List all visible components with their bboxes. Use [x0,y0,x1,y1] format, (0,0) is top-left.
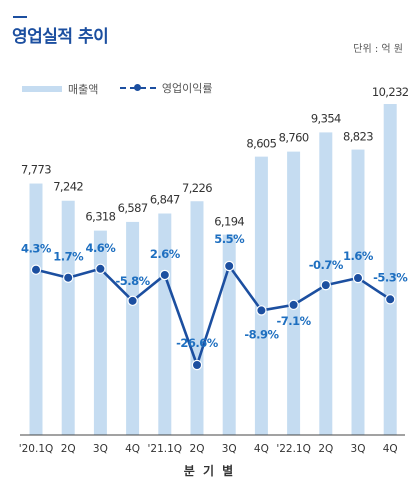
revenue-bar [93,230,107,435]
margin-point [320,279,331,291]
margin-point [127,295,138,307]
revenue-value-label: 7,242 [53,180,83,194]
revenue-value-label: 8,760 [279,131,309,145]
margin-value-label: 5.5% [214,232,245,246]
revenue-value-label: 9,354 [311,111,341,125]
revenue-bar [222,234,236,435]
legend-line-swatch [119,84,156,92]
revenue-value-label: 7,773 [21,163,51,177]
chart-title: 영업실적 추이 [12,27,109,47]
margin-line [35,264,391,367]
legend-item-margin: 영업이익률 [119,80,213,96]
margin-value-label: 1.6% [343,249,374,263]
revenue-value-label: 6,194 [214,215,244,229]
revenue-bar [29,183,43,435]
x-tick-label: 3Q [351,443,366,455]
revenue-bar [254,156,268,435]
unit-label: 단위 : 억 원 [353,44,403,55]
revenue-value-label: 7,226 [182,181,212,195]
revenue-bar [287,151,301,435]
x-tick-label: 2Q [190,443,205,455]
title-accent-line [13,16,27,18]
legend-margin-label: 영업이익률 [161,82,213,95]
margin-point [191,359,203,371]
revenue-bar [126,221,140,435]
margin-point [30,264,42,275]
legend: 매출액 영업이익률 [22,80,230,97]
margin-value-label: 2.6% [150,247,181,261]
margin-value-label: -26.6% [176,336,219,350]
margin-point [256,305,267,316]
margin-point [352,272,364,284]
margin-point [288,299,299,311]
margin-value-label: -0.7% [309,258,344,272]
revenue-bar [190,201,204,435]
margin-point [159,269,170,281]
x-tick-label: '20.1Q [19,443,54,455]
x-tick-label: 4Q [125,443,140,455]
x-tick-label: '22.1Q [276,443,311,455]
margin-value-label: -8.9% [244,327,279,341]
revenue-value-label: 6,847 [150,193,180,207]
legend-revenue-label: 매출액 [68,83,99,96]
x-tick-label: 3Q [222,443,237,455]
margin-point [385,294,396,305]
revenue-bar [383,104,397,435]
margin-value-label: -5.3% [373,270,408,284]
x-tick-label: '21.1Q [148,443,183,455]
x-tick-label: 4Q [383,443,398,455]
revenue-bar [61,200,75,435]
margin-value-label: -5.8% [116,274,151,288]
x-tick-label: 2Q [318,443,333,455]
margin-point [62,272,74,283]
revenue-value-label: 6,318 [85,210,115,224]
legend-bar-swatch [22,86,62,92]
margin-value-label: 4.6% [85,241,116,255]
x-axis-title: 분 기 별 [183,464,236,478]
legend-item-revenue: 매출액 [22,81,98,97]
margin-value-label: 1.7% [53,250,84,264]
margin-point [223,260,235,272]
margin-value-label: 4.3% [21,242,52,256]
revenue-value-label: 6,587 [118,201,148,215]
x-tick-label: 3Q [93,443,108,455]
margin-point [95,263,106,274]
margin-value-label: -7.1% [277,314,312,328]
revenue-bar [351,149,365,435]
x-tick-label: 2Q [61,443,76,455]
revenue-bar [158,213,172,435]
revenue-value-label: 10,232 [372,85,409,99]
revenue-value-label: 8,823 [343,130,373,144]
x-tick-label: 4Q [254,443,269,455]
revenue-value-label: 8,605 [246,137,276,151]
